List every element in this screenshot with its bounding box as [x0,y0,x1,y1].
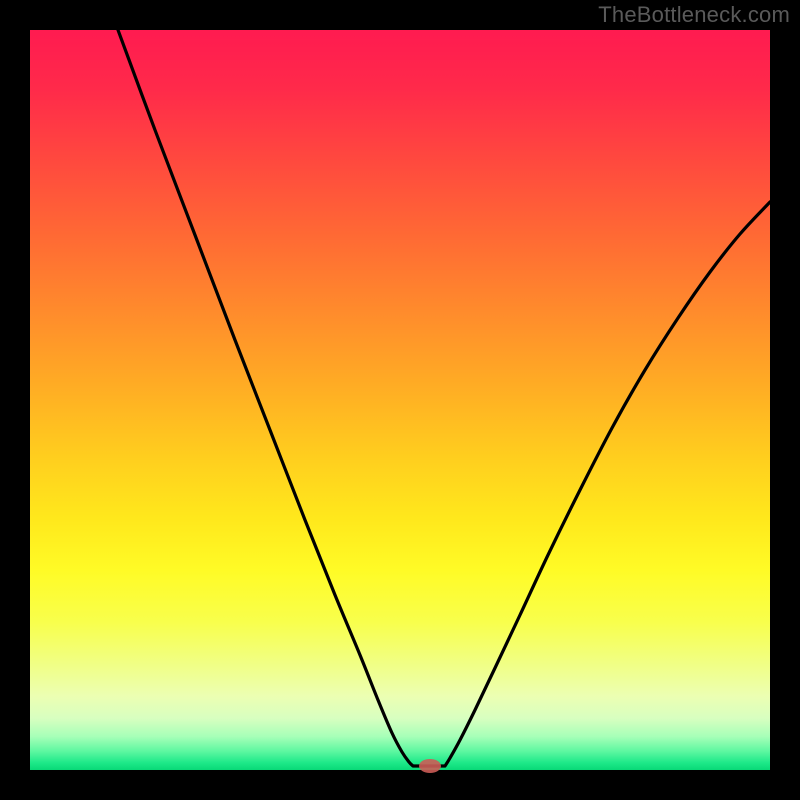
bottleneck-chart [0,0,800,800]
watermark-text: TheBottleneck.com [598,2,790,28]
optimal-marker [419,759,441,773]
chart-stage: TheBottleneck.com [0,0,800,800]
plot-area [30,30,770,770]
